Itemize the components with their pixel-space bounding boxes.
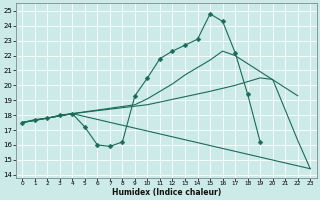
- X-axis label: Humidex (Indice chaleur): Humidex (Indice chaleur): [112, 188, 221, 197]
